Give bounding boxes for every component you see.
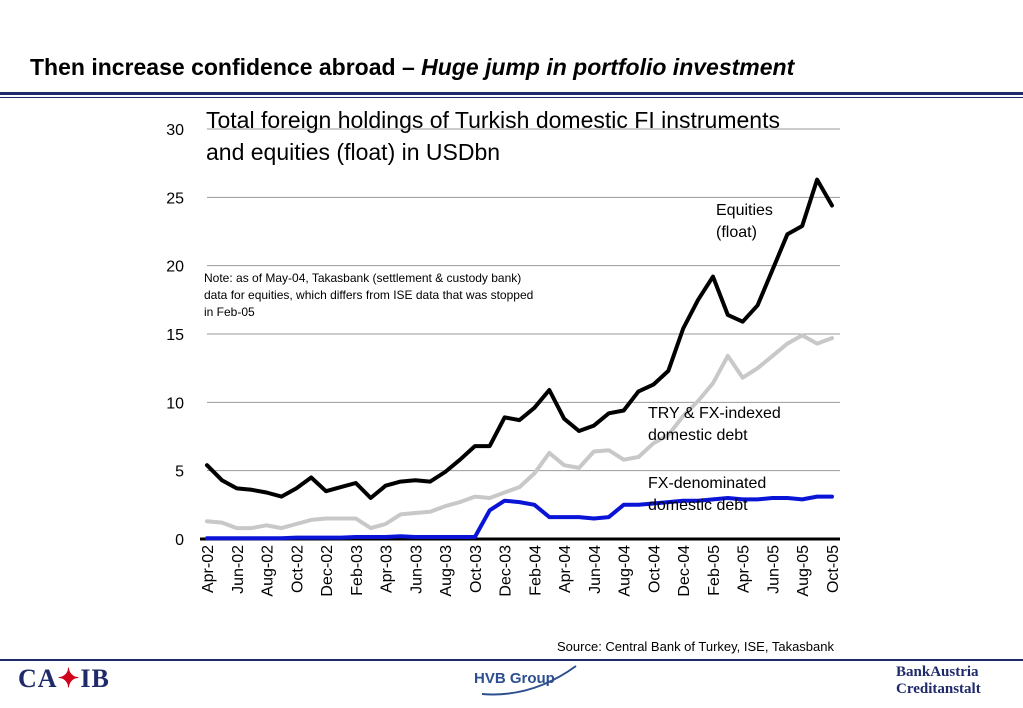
- x-tick-label: Aug-05: [795, 545, 812, 597]
- series-line-try-fx-indexed: [205, 333, 834, 531]
- caib-logo-b: IB: [80, 664, 110, 693]
- x-tick-label: Aug-02: [260, 545, 277, 597]
- x-tick-label: Feb-05: [706, 545, 723, 596]
- x-tick-label: Apr-03: [379, 545, 396, 593]
- x-tick-label: Apr-04: [557, 545, 574, 593]
- x-tick-label: Apr-05: [736, 545, 753, 593]
- series-label-try-fx-indexed-line1: TRY & FX-indexed: [648, 405, 781, 422]
- series-line-equities: [205, 177, 834, 500]
- chart-title: Total foreign holdings of Turkish domest…: [206, 107, 780, 165]
- x-tick-label: Oct-04: [646, 545, 663, 593]
- chart-note: Note: as of May-04, Takasbank (settlemen…: [204, 271, 534, 319]
- x-tick-label: Oct-02: [289, 545, 306, 593]
- series-label-equities-line1: Equities: [716, 202, 773, 219]
- series-label-fx-denominated-line2: domestic debt: [648, 497, 748, 514]
- slide-title-italic: Huge jump in portfolio investment: [421, 54, 795, 80]
- hvb-group-logo: HVB Group: [474, 670, 555, 687]
- x-tick-label: Apr-02: [200, 545, 217, 593]
- x-tick-label: Jun-02: [230, 545, 247, 594]
- caib-logo-a: CA: [18, 664, 58, 693]
- x-tick-label: Oct-03: [468, 545, 485, 593]
- slide-title-plain: Then increase confidence abroad –: [30, 54, 422, 80]
- x-tick-label: Jun-05: [765, 545, 782, 594]
- header-rule-thin: [0, 97, 1023, 98]
- hvb-swoosh-icon: [481, 665, 577, 696]
- bank-austria-logo: BankAustria Creditanstalt: [896, 664, 981, 698]
- x-tick-label: Feb-04: [527, 545, 544, 596]
- x-tick-label: Jun-03: [408, 545, 425, 594]
- series-label-try-fx-indexed: TRY & FX-indexed domestic debt: [648, 403, 781, 447]
- x-tick-label: Dec-02: [319, 545, 336, 597]
- x-tick-label: Dec-03: [498, 545, 515, 597]
- y-tick-label: 5: [175, 464, 184, 481]
- x-tick-label: Feb-03: [349, 545, 366, 596]
- series-label-equities: Equities (float): [716, 200, 773, 244]
- series-label-equities-line2: (float): [716, 224, 757, 241]
- y-tick-label: 20: [166, 259, 184, 276]
- series-label-fx-denominated-line1: FX-denominated: [648, 475, 767, 492]
- y-tick-label: 30: [166, 122, 184, 139]
- caib-logo: CA✦IB: [18, 664, 110, 694]
- series-label-fx-denominated: FX-denominated domestic debt: [648, 473, 766, 517]
- x-tick-label: Aug-04: [617, 545, 634, 597]
- x-tick-label: Oct-05: [825, 545, 842, 593]
- bank-austria-line1: BankAustria: [896, 664, 979, 680]
- footer-rule: [0, 659, 1023, 661]
- header-rule: [0, 92, 1023, 95]
- y-tick-label: 0: [175, 532, 184, 549]
- y-tick-label: 10: [166, 395, 184, 412]
- bank-austria-line2: Creditanstalt: [896, 681, 981, 697]
- series-label-try-fx-indexed-line2: domestic debt: [648, 427, 748, 444]
- source-note: Source: Central Bank of Turkey, ISE, Tak…: [557, 639, 834, 654]
- y-tick-label: 25: [166, 190, 184, 207]
- x-tick-label: Aug-03: [438, 545, 455, 597]
- series-line-fx-denominated: [205, 494, 834, 541]
- caib-logo-mark-icon: ✦: [57, 664, 81, 693]
- y-tick-label: 15: [166, 327, 184, 344]
- x-tick-label: Jun-04: [587, 545, 604, 594]
- slide-title: Then increase confidence abroad – Huge j…: [30, 54, 794, 81]
- x-tick-label: Dec-04: [676, 545, 693, 597]
